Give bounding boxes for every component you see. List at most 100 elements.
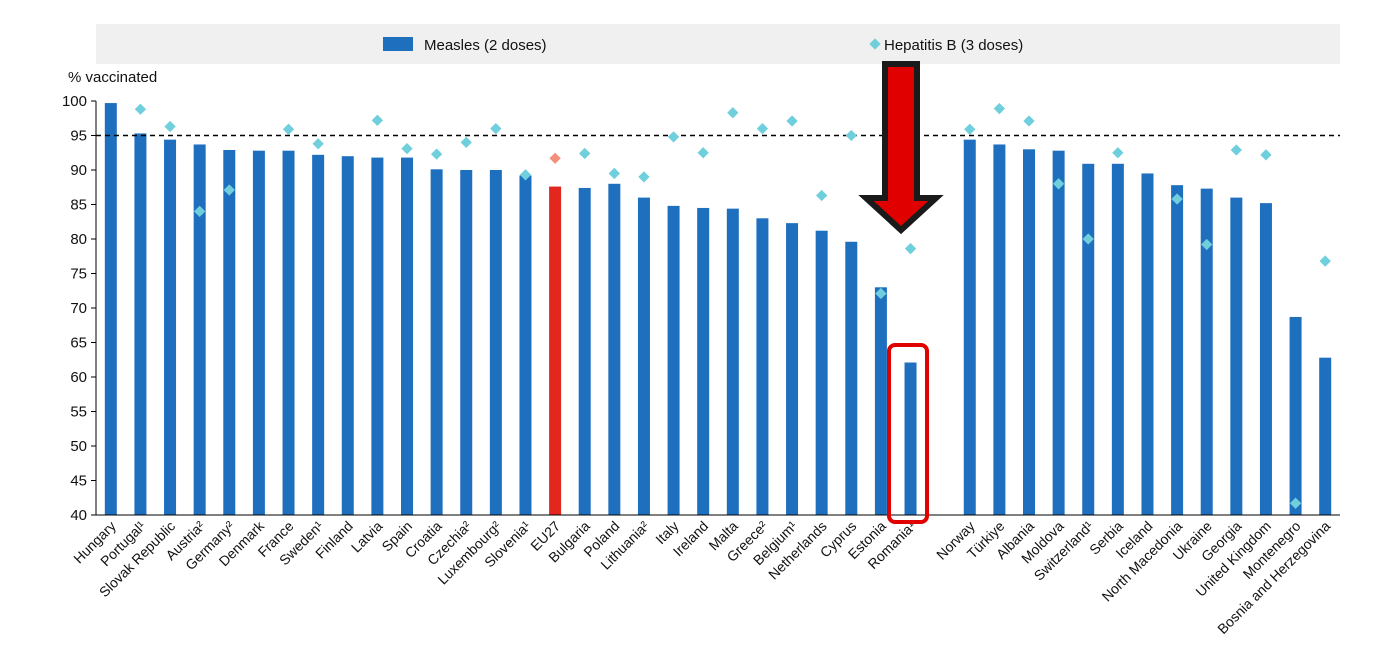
hepb-marker	[816, 189, 828, 202]
hepb-marker	[164, 120, 176, 133]
annotations	[858, 61, 944, 524]
hepb-marker	[1171, 193, 1183, 205]
hepb-marker	[1319, 255, 1331, 267]
y-tick-label: 65	[70, 335, 87, 352]
measles-bar	[401, 157, 413, 515]
y-tick-label: 50	[70, 438, 87, 455]
measles-bar	[874, 287, 887, 515]
hepb-marker	[727, 107, 739, 119]
y-tick-label: 75	[70, 266, 87, 283]
measles-bar	[282, 150, 295, 515]
legend-box	[96, 24, 1340, 64]
hepb-marker	[371, 114, 384, 126]
hepb-marker	[638, 171, 650, 183]
y-tick-label: 45	[70, 473, 87, 490]
measles-bar	[786, 223, 799, 515]
hepb-marker	[1052, 178, 1065, 190]
y-tick-label: 100	[62, 93, 87, 110]
measles-bar	[134, 133, 147, 515]
category-label: Latvia	[348, 518, 386, 556]
measles-bar	[1023, 149, 1035, 516]
romania-highlight-box	[887, 343, 929, 524]
hepb-marker	[608, 167, 620, 180]
hepb-marker	[786, 115, 798, 127]
y-tick-label: 85	[70, 197, 87, 214]
hepb-marker	[1230, 144, 1242, 156]
measles-bar	[963, 139, 976, 515]
measles-bar	[164, 139, 177, 515]
legend-hepb-label: Hepatitis B (3 doses)	[884, 37, 1023, 54]
hepb-marker	[1201, 238, 1213, 251]
measles-bar	[1259, 203, 1272, 515]
measles-bar	[608, 183, 621, 516]
y-tick-label: 80	[70, 231, 87, 248]
measles-bar	[430, 169, 443, 515]
measles-bar	[1111, 163, 1124, 516]
measles-bar	[697, 207, 710, 515]
measles-bar	[1319, 357, 1332, 515]
hepb-marker	[1289, 497, 1302, 509]
measles-bar	[1082, 163, 1095, 516]
measles-bar	[845, 241, 858, 515]
measles-bar	[637, 197, 650, 515]
measles-bar	[104, 103, 117, 515]
measles-bar	[489, 170, 502, 515]
hepb-marker	[845, 129, 857, 142]
hepb-marker	[993, 102, 1006, 115]
measles-bar	[460, 170, 473, 515]
y-tick-label: 95	[70, 128, 87, 145]
hepb-marker	[579, 147, 591, 160]
y-tick-label: 40	[70, 507, 87, 524]
hepb-marker	[312, 138, 324, 150]
measles-bar	[815, 230, 828, 515]
measles-bar	[756, 218, 769, 516]
measles-bar	[252, 150, 265, 515]
hepb-marker	[1023, 115, 1035, 127]
hepb-marker	[964, 123, 976, 135]
y-axis-label: % vaccinated	[68, 69, 157, 86]
hepb-marker	[134, 103, 147, 115]
measles-bar	[549, 186, 562, 515]
hepb-marker	[667, 131, 680, 143]
measles-bar	[1052, 150, 1065, 515]
measles-bar	[578, 187, 591, 515]
hepb-marker	[1112, 147, 1124, 159]
hepb-marker	[904, 243, 917, 255]
legend-hepb-marker	[869, 38, 881, 50]
y-tick-label: 90	[70, 162, 87, 179]
hepb-marker	[756, 122, 769, 135]
hepb-marker	[460, 136, 472, 149]
measles-bar	[312, 154, 325, 515]
hepb-marker	[549, 152, 561, 164]
measles-bar	[223, 149, 236, 516]
hepb-marker	[223, 184, 235, 196]
hepb-marker	[875, 287, 887, 300]
measles-bar	[1141, 173, 1154, 515]
measles-bar	[1289, 316, 1302, 515]
hepb-marker	[697, 147, 709, 159]
hepb-marker	[282, 123, 295, 135]
y-tick-label: 60	[70, 369, 87, 386]
hepb-marker	[1082, 233, 1094, 245]
y-tick-label: 70	[70, 300, 87, 317]
hepb-marker	[490, 122, 502, 135]
measles-bar	[667, 205, 680, 515]
measles-bar	[1171, 185, 1184, 515]
measles-bar	[993, 144, 1006, 515]
measles-bar	[904, 362, 917, 515]
measles-bar	[726, 208, 739, 515]
measles-bar	[371, 157, 384, 515]
legend-measles-label: Measles (2 doses)	[424, 37, 547, 54]
measles-bar	[1230, 197, 1243, 515]
measles-bar	[519, 175, 532, 515]
hepb-marker	[401, 142, 413, 155]
measles-bar	[341, 156, 354, 515]
hepb-marker	[194, 205, 206, 218]
romania-arrow	[858, 61, 944, 235]
measles-bar	[193, 144, 206, 515]
hepb-marker	[430, 148, 443, 160]
measles-bar	[1200, 188, 1213, 515]
legend-measles-swatch	[383, 37, 413, 51]
y-tick-label: 55	[70, 404, 87, 421]
